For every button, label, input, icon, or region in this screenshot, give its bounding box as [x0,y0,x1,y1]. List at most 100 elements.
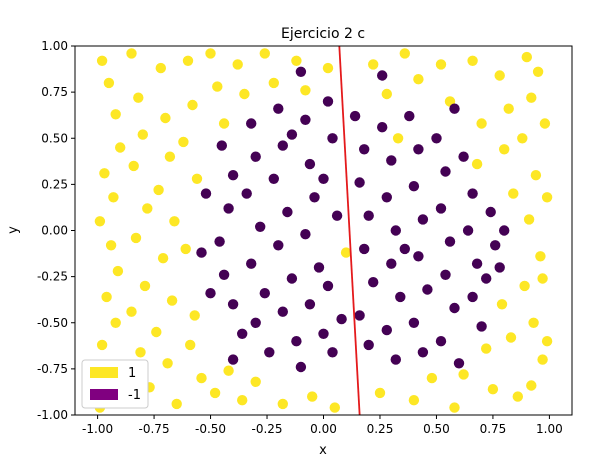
point-series-1-43 [368,277,379,288]
point-series-1-75 [485,206,496,218]
point-series-0-63 [392,133,404,144]
x-tick-label: 0.00 [310,422,337,436]
point-series-0-73 [476,118,487,129]
y-axis-label: y [6,226,21,234]
point-series-1-38 [349,110,361,122]
point-series-0-26 [164,151,176,162]
point-series-0-87 [530,170,542,181]
point-series-1-47 [386,155,397,166]
point-series-0-43 [212,81,223,92]
point-series-0-99 [532,66,544,78]
point-series-1-68 [435,336,447,347]
x-tick-label: 0.50 [423,422,450,436]
point-series-0-2 [110,109,121,120]
data-points [94,48,553,413]
point-series-1-46 [377,122,388,133]
point-series-0-82 [505,332,517,343]
point-series-0-88 [523,214,535,225]
x-tick-label: -1.00 [82,422,113,436]
point-series-0-42 [205,48,216,59]
point-series-1-37 [327,347,338,358]
point-series-0-20 [139,280,151,292]
point-series-1-54 [404,110,415,122]
point-series-1-22 [291,336,302,347]
point-series-0-7 [105,240,117,251]
point-series-1-36 [336,313,347,325]
point-series-1-87 [453,358,465,369]
point-series-0-81 [496,299,508,310]
y-tick-label: 1.00 [41,39,68,53]
point-series-0-67 [426,372,438,384]
point-series-0-15 [133,92,144,103]
x-tick-label: -0.50 [195,422,226,436]
point-series-1-40 [354,177,365,188]
point-series-0-22 [135,347,146,358]
legend-label-minus-1: -1 [128,388,141,403]
point-series-0-14 [126,48,137,59]
point-series-1-55 [413,144,424,155]
y-tick-label: -0.25 [37,270,68,284]
point-series-1-11 [246,258,257,269]
point-series-0-56 [307,391,318,402]
point-series-0-83 [512,391,523,402]
point-series-1-2 [223,203,234,214]
point-series-0-1 [103,77,115,89]
point-series-0-84 [521,51,532,63]
point-series-1-32 [327,133,338,144]
point-series-0-54 [291,55,302,66]
legend: 1 -1 [81,359,149,409]
chart-title: Ejercicio 2 c [281,26,365,42]
point-series-1-50 [386,258,397,269]
point-series-1-53 [390,354,401,365]
point-series-0-29 [157,253,169,264]
x-tick-label: 0.75 [480,422,507,436]
point-series-1-74 [476,321,487,332]
x-tick-label: 0.25 [367,422,394,436]
point-series-1-14 [264,347,275,358]
point-series-0-68 [435,59,447,70]
point-series-0-19 [130,232,142,244]
point-series-1-64 [435,203,447,214]
point-series-0-41 [196,372,207,384]
point-series-1-79 [196,247,207,258]
point-series-1-59 [422,284,433,295]
point-series-1-89 [399,243,410,255]
point-series-1-58 [413,251,424,262]
point-series-0-74 [471,158,483,170]
point-series-0-27 [153,184,164,196]
point-series-1-52 [381,324,392,336]
y-tick-label: -1.00 [37,408,68,422]
legend-swatch-minus-1 [90,389,118,400]
point-series-0-89 [535,251,546,262]
point-series-0-46 [223,365,234,376]
point-series-1-76 [490,240,501,251]
legend-swatch-1 [90,367,118,378]
point-series-1-65 [444,236,456,247]
point-series-0-80 [508,188,519,199]
point-series-0-47 [232,59,243,70]
point-series-1-21 [277,306,288,317]
point-series-1-23 [295,361,307,373]
point-series-1-57 [417,214,429,225]
point-series-0-90 [519,280,530,292]
point-series-0-58 [329,402,340,413]
point-series-0-39 [189,310,200,321]
point-series-0-3 [115,142,126,153]
point-series-0-97 [541,336,553,347]
point-series-1-48 [381,192,392,203]
point-series-0-38 [180,243,191,255]
point-series-1-0 [216,140,227,151]
point-series-1-17 [268,173,279,184]
point-series-0-37 [191,173,203,184]
point-series-0-92 [537,354,548,365]
x-tick-label: -0.75 [139,422,170,436]
point-series-1-84 [377,70,388,81]
point-series-0-8 [112,265,124,277]
point-series-0-66 [408,395,420,406]
point-series-0-33 [171,398,182,410]
point-series-0-18 [142,203,153,214]
y-tick-label: 0.25 [41,177,68,191]
point-series-1-49 [390,225,401,236]
point-series-1-83 [295,66,307,78]
point-series-0-62 [374,387,386,399]
